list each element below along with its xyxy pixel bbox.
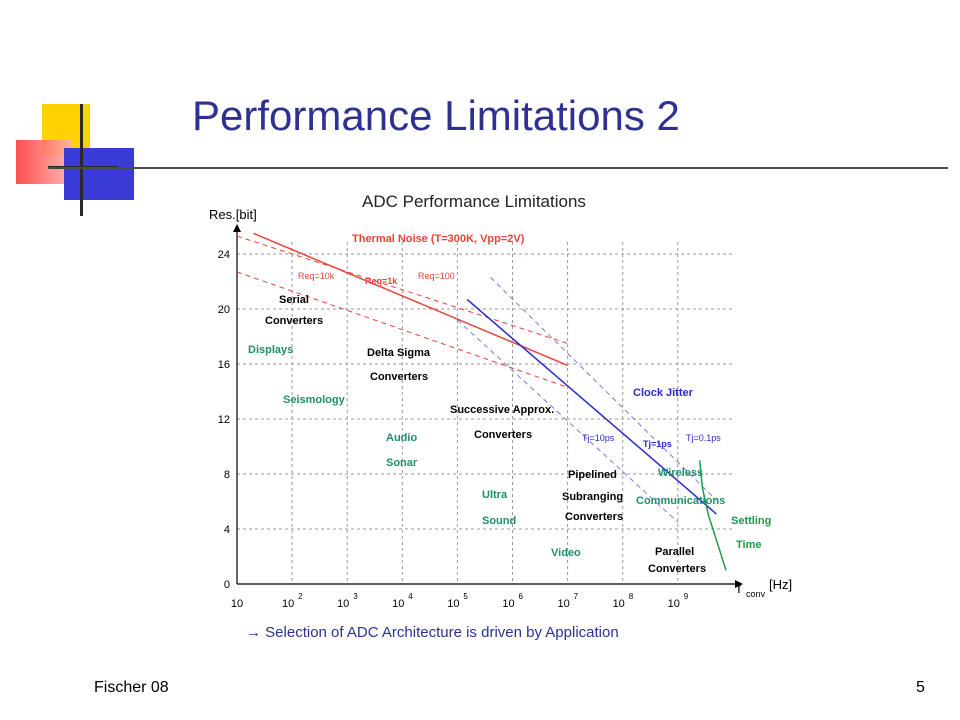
- architecture-label: Converters: [370, 371, 428, 383]
- architecture-label: Pipelined: [568, 469, 617, 481]
- footer-author: Fischer 08: [94, 679, 169, 696]
- series-label: Tj=1ps: [643, 439, 672, 449]
- x-tick-exponent: 3: [353, 592, 358, 601]
- x-tick-label: 10: [392, 598, 404, 610]
- series-line-req-1k: [253, 232, 568, 367]
- application-label: Video: [551, 547, 581, 559]
- series-line-req-100: [236, 271, 568, 388]
- x-tick-label: 10: [231, 598, 243, 610]
- architecture-label: Serial: [279, 294, 309, 306]
- x-tick-exponent: 2: [298, 592, 303, 601]
- architecture-label: Successive Approx.: [450, 404, 554, 416]
- slide-caption: → Selection of ADC Architecture is drive…: [246, 624, 619, 641]
- series-line-req-10k: [236, 235, 568, 344]
- x-tick-exponent: 7: [574, 592, 579, 601]
- architecture-label: Converters: [474, 429, 532, 441]
- x-axis-arrow: [735, 580, 743, 588]
- x-axis-label: f: [737, 580, 741, 596]
- y-tick-label: 4: [224, 524, 230, 536]
- architecture-label: Converters: [265, 315, 323, 327]
- application-label: Wireless: [658, 467, 703, 479]
- series-label: Tj=10ps: [582, 433, 615, 443]
- application-label: Communications: [636, 495, 725, 507]
- corner-logo-decoration: [14, 100, 134, 220]
- title-divider: [48, 167, 948, 169]
- architecture-label: Converters: [648, 563, 706, 575]
- x-tick-label: 10: [282, 598, 294, 610]
- x-tick-label: 10: [668, 598, 680, 610]
- x-tick-exponent: 8: [629, 592, 634, 601]
- x-axis-unit: [Hz]: [769, 577, 792, 592]
- x-tick-label: 10: [613, 598, 625, 610]
- x-tick-label: 10: [337, 598, 349, 610]
- y-tick-label: 20: [218, 304, 230, 316]
- logo-vertical-bar: [80, 104, 83, 216]
- x-tick-label: 10: [557, 598, 569, 610]
- x-axis-label-subscript: conv: [746, 589, 766, 599]
- thermal-noise-label: Thermal Noise (T=300K, Vpp=2V): [352, 233, 525, 245]
- y-tick-label: 24: [218, 249, 230, 261]
- x-tick-exponent: 4: [408, 592, 413, 601]
- y-tick-label: 8: [224, 469, 230, 481]
- series-label: Req=1k: [365, 276, 398, 286]
- clock-jitter-label: Clock Jitter: [633, 387, 694, 399]
- x-tick-exponent: 6: [519, 592, 524, 601]
- architecture-label: Subranging: [562, 491, 623, 503]
- series-label: Req=10k: [298, 271, 335, 281]
- y-tick-label: 12: [218, 414, 230, 426]
- architecture-label: Delta Sigma: [367, 347, 431, 359]
- series-label: Tj=0.1ps: [686, 433, 721, 443]
- y-axis-label: Res.[bit]: [209, 207, 257, 222]
- settling-time-label: Time: [736, 539, 761, 551]
- series-line-tj-10ps: [457, 319, 679, 523]
- application-label: Ultra: [482, 489, 508, 501]
- y-tick-label: 0: [224, 579, 230, 591]
- series-line-tj-0-1ps: [490, 277, 717, 501]
- application-label: Sound: [482, 515, 516, 527]
- x-tick-label: 10: [447, 598, 459, 610]
- y-axis-arrow: [233, 224, 241, 232]
- y-tick-label: 16: [218, 359, 230, 371]
- x-tick-exponent: 5: [463, 592, 468, 601]
- application-label: Sonar: [386, 457, 418, 469]
- application-label: Audio: [386, 432, 417, 444]
- page-number: 5: [916, 679, 925, 696]
- series-line-settling-time: [698, 460, 727, 571]
- slide-title: Performance Limitations 2: [192, 92, 680, 139]
- application-label: Seismology: [283, 394, 346, 406]
- architecture-label: Converters: [565, 511, 623, 523]
- settling-label: Settling: [731, 515, 771, 527]
- logo-blue-block: [64, 148, 134, 200]
- logo-red-block: [16, 140, 72, 184]
- series-label: Req=100: [418, 271, 455, 281]
- architecture-label: Parallel: [655, 546, 694, 558]
- x-tick-exponent: 9: [684, 592, 689, 601]
- chart-title: ADC Performance Limitations: [362, 192, 586, 211]
- x-tick-label: 10: [502, 598, 514, 610]
- series-line-tj-1ps: [466, 298, 717, 515]
- application-label: Displays: [248, 344, 293, 356]
